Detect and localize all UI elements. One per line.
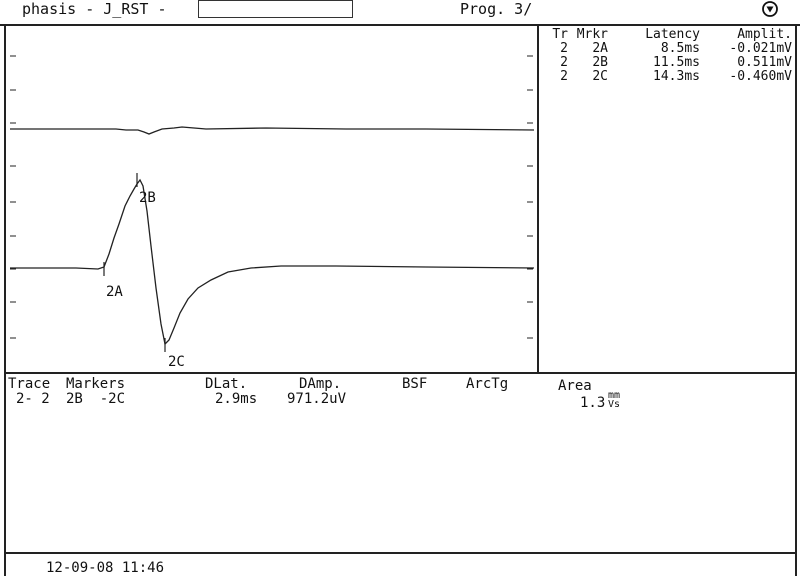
marker-label-2A[interactable]: 2A	[106, 284, 123, 300]
row-tr: 2	[560, 55, 568, 70]
header-mrkr: Mrkr	[576, 27, 608, 42]
table-row[interactable]: 2 2C 14.3ms -0.460mV	[538, 70, 796, 84]
meas-header-bsf: BSF	[402, 376, 428, 392]
header-input-field[interactable]	[198, 0, 353, 18]
circle-triangle-icon[interactable]	[762, 1, 778, 17]
plot-table-divider	[537, 24, 539, 374]
left-border	[4, 24, 6, 576]
header-latency: Latency	[645, 27, 700, 42]
header-divider	[0, 24, 800, 26]
footer-divider	[4, 552, 797, 554]
row-amplitude: -0.021mV	[729, 41, 792, 56]
marker-table-header: Tr Mrkr Latency Amplit.	[538, 28, 796, 42]
marker-label-2C[interactable]: 2C	[168, 354, 185, 370]
meas-header-area: Area	[558, 378, 592, 394]
meas-header-markers: Markers	[66, 376, 126, 392]
row-tr: 2	[560, 69, 568, 84]
table-row[interactable]: 2 2B 11.5ms 0.511mV	[538, 56, 796, 70]
row-amplitude: -0.460mV	[729, 69, 792, 84]
row-latency: 14.3ms	[653, 69, 700, 84]
meas-value-area: 1.3	[580, 395, 606, 411]
meas-value-trace: 2- 2	[16, 391, 50, 407]
row-latency: 11.5ms	[653, 55, 700, 70]
datetime-stamp: 12-09-08 11:46	[46, 560, 165, 576]
program-label: Prog. 3/	[460, 0, 533, 18]
meas-value-dlat: 2.9ms	[215, 391, 258, 407]
row-marker: 2A	[592, 41, 608, 56]
row-amplitude: 0.511mV	[737, 55, 792, 70]
meas-value-markers: 2B -2C	[66, 391, 126, 407]
header-amplitude: Amplit.	[737, 27, 792, 42]
marker-table: Tr Mrkr Latency Amplit. 2 2A 8.5ms -0.02…	[538, 28, 796, 84]
right-border	[795, 24, 797, 576]
header-title: phasis - J_RST -	[22, 0, 167, 18]
trace-1	[10, 126, 535, 135]
row-tr: 2	[560, 41, 568, 56]
trace-plot[interactable]: 2A 2B 2C	[6, 26, 538, 372]
header-tr: Tr	[552, 27, 568, 42]
row-latency: 8.5ms	[660, 41, 700, 56]
row-marker: 2C	[592, 69, 608, 84]
meas-header-arctg: ArcTg	[466, 376, 509, 392]
table-row[interactable]: 2 2A 8.5ms -0.021mV	[538, 42, 796, 56]
marker-label-2B[interactable]: 2B	[139, 190, 156, 206]
measurement-panel: Trace Markers DLat. DAmp. BSF ArcTg Area…	[0, 376, 800, 426]
row-marker: 2B	[592, 55, 608, 70]
meas-value-damp: 971.2uV	[287, 391, 347, 407]
plot-bottom-divider	[4, 372, 797, 374]
meas-header-dlat: DLat.	[205, 376, 248, 392]
trace-2	[10, 178, 535, 346]
meas-header-damp: DAmp.	[299, 376, 342, 392]
meas-area-unit-bottom: Vs	[608, 399, 621, 410]
meas-area-unit-top: mm	[608, 390, 621, 401]
meas-header-trace: Trace	[8, 376, 51, 392]
